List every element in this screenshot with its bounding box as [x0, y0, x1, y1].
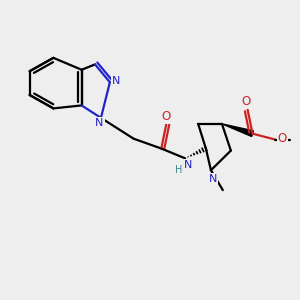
Text: O: O	[162, 110, 171, 123]
Text: N: N	[184, 160, 192, 170]
Text: N: N	[209, 174, 218, 184]
Text: O: O	[242, 95, 250, 108]
Text: N: N	[95, 118, 104, 128]
Polygon shape	[222, 124, 254, 136]
Text: H: H	[176, 165, 183, 175]
Text: O: O	[278, 132, 287, 145]
Text: N: N	[112, 76, 121, 86]
